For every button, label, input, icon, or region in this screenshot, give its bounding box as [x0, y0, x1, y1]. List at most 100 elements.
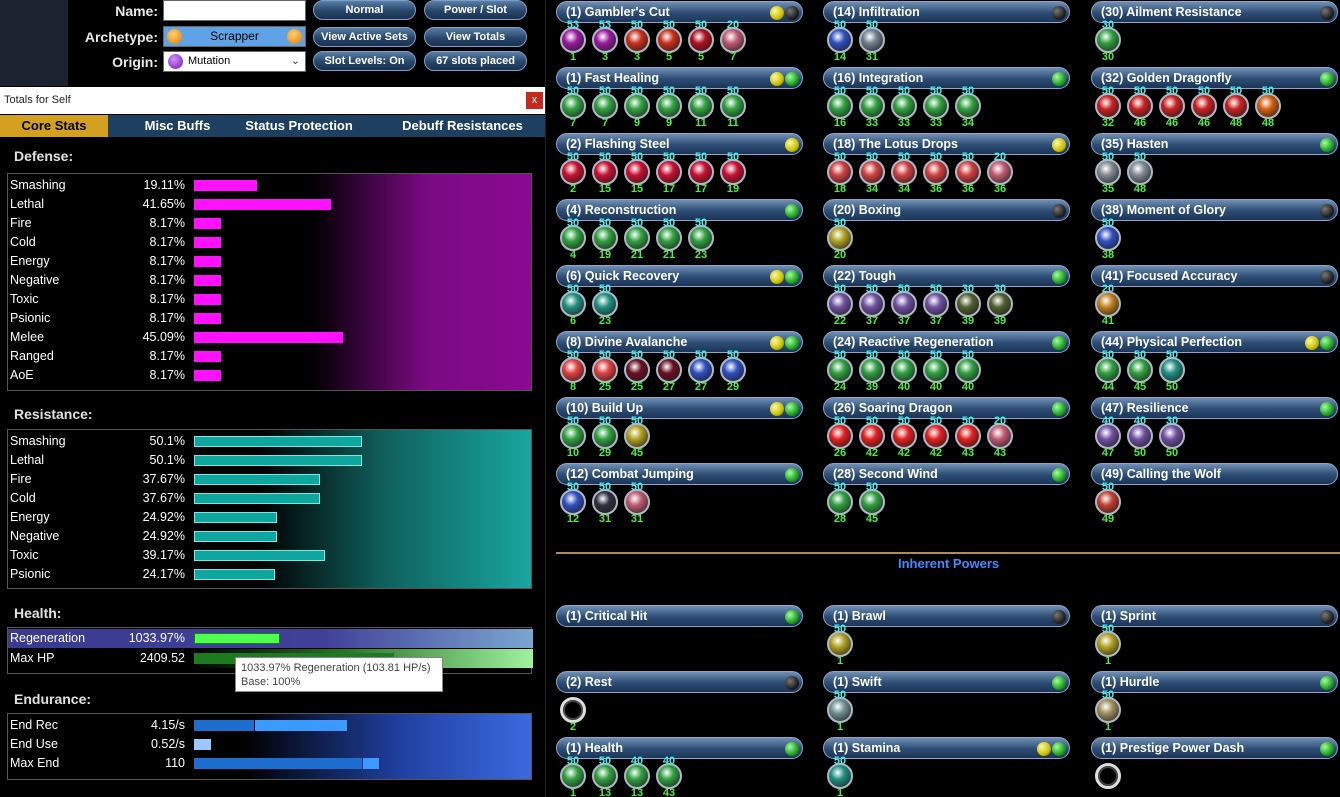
enhancement-slot-icon[interactable] [592, 489, 618, 515]
enhancement-slot-icon[interactable] [859, 423, 885, 449]
enhancement-slot-icon[interactable] [656, 357, 682, 383]
power-entry[interactable]: (1) Critical Hit [556, 605, 803, 627]
power-toggle-icon[interactable] [1052, 204, 1066, 218]
enhancement-slot-icon[interactable] [592, 93, 618, 119]
power-entry[interactable]: (30) Ailment Resistance [1091, 1, 1338, 23]
power-toggle-icon[interactable] [770, 6, 784, 20]
power-entry[interactable]: (2) Flashing Steel [556, 133, 803, 155]
power-toggle-icon[interactable] [1320, 270, 1334, 284]
enhancement-slot-icon[interactable] [624, 27, 650, 53]
enhancement-slot-icon[interactable] [1095, 423, 1121, 449]
tab-debuff-resistances[interactable]: Debuff Resistances [402, 118, 523, 133]
enhancement-slot-icon[interactable] [560, 93, 586, 119]
power-entry[interactable]: (10) Build Up [556, 397, 803, 419]
enhancement-slot-icon[interactable] [560, 159, 586, 185]
power-entry[interactable]: (1) Prestige Power Dash [1091, 737, 1338, 759]
enhancement-slot-icon[interactable] [688, 93, 714, 119]
enhancement-slot-icon[interactable] [1095, 489, 1121, 515]
power-entry[interactable]: (14) Infiltration [823, 1, 1070, 23]
power-toggle-icon[interactable] [1320, 676, 1334, 690]
enhancement-slot-icon[interactable] [560, 225, 586, 251]
power-entry[interactable]: (6) Quick Recovery [556, 265, 803, 287]
enhancement-slot-icon[interactable] [1159, 357, 1185, 383]
enhancement-slot-icon[interactable] [1095, 159, 1121, 185]
enhancement-slot-icon[interactable] [688, 357, 714, 383]
tab-misc-buffs[interactable]: Misc Buffs [144, 118, 211, 133]
power-entry[interactable]: (32) Golden Dragonfly [1091, 67, 1338, 89]
enhancement-slot-icon[interactable] [1127, 159, 1153, 185]
enhancement-slot-icon[interactable] [656, 159, 682, 185]
enhancement-slot-icon[interactable] [955, 159, 981, 185]
enhancement-slot-icon[interactable] [656, 763, 682, 789]
power-toggle-icon[interactable] [785, 336, 799, 350]
power-toggle-icon[interactable] [770, 402, 784, 416]
enhancement-slot-icon[interactable] [827, 763, 853, 789]
enhancement-slot-icon[interactable] [560, 291, 586, 317]
power-toggle-icon[interactable] [785, 402, 799, 416]
power-toggle-icon[interactable] [1052, 742, 1066, 756]
enhancement-slot-icon[interactable] [1159, 93, 1185, 119]
enhancement-slot-icon[interactable] [1095, 27, 1121, 53]
power-toggle-icon[interactable] [1320, 742, 1334, 756]
power-toggle-icon[interactable] [1320, 610, 1334, 624]
enhancement-slot-icon[interactable] [720, 357, 746, 383]
enhancement-slot-icon[interactable] [891, 93, 917, 119]
power-entry[interactable]: (49) Calling the Wolf [1091, 463, 1338, 485]
enhancement-slot-icon[interactable] [656, 225, 682, 251]
enhancement-slot-icon[interactable] [560, 763, 586, 789]
power-entry[interactable]: (44) Physical Perfection [1091, 331, 1338, 353]
close-button[interactable]: x [526, 92, 543, 109]
view-totals-button[interactable]: View Totals [424, 27, 527, 47]
enhancement-slot-icon[interactable] [1095, 93, 1121, 119]
power-toggle-icon[interactable] [1305, 336, 1319, 350]
power-toggle-icon[interactable] [1320, 336, 1334, 350]
enhancement-slot-icon[interactable] [560, 27, 586, 53]
power-toggle-icon[interactable] [1052, 676, 1066, 690]
enhancement-slot-icon[interactable] [891, 159, 917, 185]
enhancement-slot-icon[interactable] [1127, 357, 1153, 383]
power-toggle-icon[interactable] [1037, 742, 1051, 756]
power-entry[interactable]: (26) Soaring Dragon [823, 397, 1070, 419]
power-toggle-icon[interactable] [1320, 138, 1334, 152]
power-toggle-icon[interactable] [1320, 402, 1334, 416]
power-entry[interactable]: (47) Resilience [1091, 397, 1338, 419]
enhancement-slot-icon[interactable] [1095, 763, 1121, 789]
power-toggle-icon[interactable] [785, 72, 799, 86]
power-entry[interactable]: (12) Combat Jumping [556, 463, 803, 485]
power-entry[interactable]: (1) Swift [823, 671, 1070, 693]
chevron-down-icon[interactable]: ⌄ [290, 55, 300, 67]
power-entry[interactable]: (1) Hurdle [1091, 671, 1338, 693]
enhancement-slot-icon[interactable] [592, 225, 618, 251]
enhancement-slot-icon[interactable] [1095, 357, 1121, 383]
enhancement-slot-icon[interactable] [827, 423, 853, 449]
power-toggle-icon[interactable] [785, 270, 799, 284]
enhancement-slot-icon[interactable] [859, 27, 885, 53]
slot-levels-button[interactable]: Slot Levels: On [313, 51, 416, 71]
slots-placed-button[interactable]: 67 slots placed [424, 51, 527, 71]
power-entry[interactable]: (20) Boxing [823, 199, 1070, 221]
power-toggle-icon[interactable] [1052, 270, 1066, 284]
power-entry[interactable]: (1) Gambler's Cut [556, 1, 803, 23]
power-entry[interactable]: (2) Rest [556, 671, 803, 693]
enhancement-slot-icon[interactable] [955, 357, 981, 383]
power-entry[interactable]: (1) Sprint [1091, 605, 1338, 627]
enhancement-slot-icon[interactable] [955, 93, 981, 119]
enhancement-slot-icon[interactable] [592, 291, 618, 317]
power-toggle-icon[interactable] [1052, 336, 1066, 350]
enhancement-slot-icon[interactable] [656, 27, 682, 53]
enhancement-slot-icon[interactable] [624, 423, 650, 449]
power-toggle-icon[interactable] [785, 610, 799, 624]
enhancement-slot-icon[interactable] [891, 291, 917, 317]
power-toggle-icon[interactable] [785, 138, 799, 152]
power-entry[interactable]: (4) Reconstruction [556, 199, 803, 221]
enhancement-slot-icon[interactable] [923, 159, 949, 185]
enhancement-slot-icon[interactable] [688, 225, 714, 251]
enhancement-slot-icon[interactable] [592, 27, 618, 53]
enhancement-slot-icon[interactable] [624, 763, 650, 789]
enhancement-slot-icon[interactable] [859, 489, 885, 515]
enhancement-slot-icon[interactable] [592, 423, 618, 449]
enhancement-slot-icon[interactable] [592, 763, 618, 789]
enhancement-slot-icon[interactable] [1095, 631, 1121, 657]
enhancement-slot-icon[interactable] [688, 27, 714, 53]
power-toggle-icon[interactable] [785, 742, 799, 756]
